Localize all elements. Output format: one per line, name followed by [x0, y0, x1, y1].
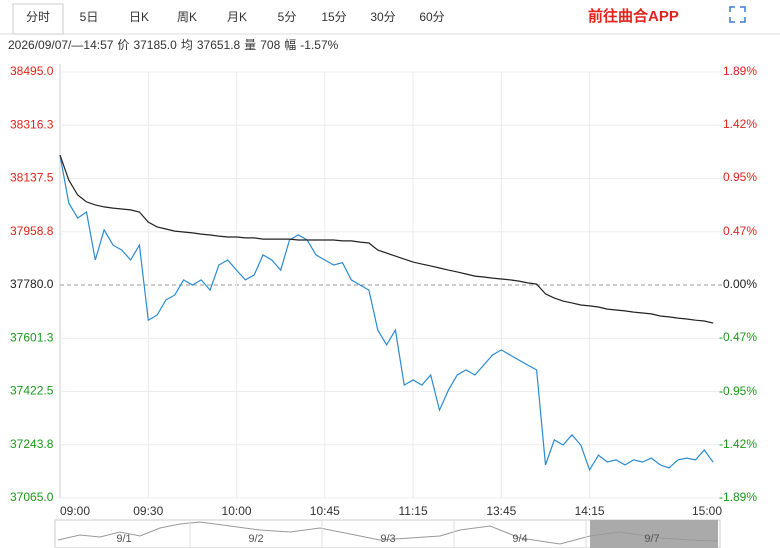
info-avg: 37651.8 [197, 38, 241, 52]
navigator-date: 9/4 [512, 533, 527, 545]
x-tick-label: 10:45 [310, 504, 340, 518]
x-tick-label: 13:45 [486, 504, 516, 518]
info-price: 37185.0 [133, 38, 177, 52]
info-avg-label: 均 [181, 38, 193, 52]
y-tick-label: 38495.0 [10, 64, 54, 78]
navigator-date: 9/2 [248, 533, 263, 545]
navigator-date: 9/7 [644, 533, 659, 545]
y-tick-label: 37422.5 [10, 384, 54, 398]
tab[interactable]: 5分 [278, 10, 297, 24]
navigator-date: 9/3 [380, 533, 395, 545]
tab[interactable]: 5日 [80, 10, 99, 24]
x-tick-label: 09:00 [60, 504, 90, 518]
info-price-label: 价 [117, 38, 129, 52]
tab[interactable]: 月K [227, 10, 247, 24]
y2-tick-label: -1.89% [719, 490, 757, 504]
y2-tick-label: 1.89% [723, 64, 757, 78]
x-tick-label: 09:30 [133, 504, 163, 518]
y-tick-label: 37601.3 [10, 330, 54, 344]
tab-selected [12, 3, 64, 35]
y2-tick-label: -0.95% [719, 384, 757, 398]
y2-tick-label: -1.42% [719, 437, 757, 451]
x-tick-label: 15:00 [692, 504, 722, 518]
info-vol-label: 量 [244, 38, 256, 52]
y-tick-label: 38316.3 [10, 117, 54, 131]
y2-tick-label: -0.47% [719, 330, 757, 344]
info-range-label: 幅 [284, 37, 296, 52]
navigator-date: 9/1 [116, 533, 131, 545]
tab[interactable]: 周K [177, 10, 197, 24]
y2-tick-label: 0.00% [723, 277, 757, 291]
tab[interactable]: 30分 [370, 10, 395, 24]
price-line [59, 154, 714, 472]
y2-tick-label: 1.42% [723, 117, 757, 131]
tab[interactable]: 60分 [419, 10, 444, 24]
x-tick-label: 11:15 [398, 504, 427, 518]
x-tick-label: 14:15 [575, 504, 605, 518]
y2-tick-label: 0.95% [723, 170, 757, 184]
app-link[interactable]: 前往曲合APP [588, 7, 679, 25]
tab[interactable]: 15分 [321, 10, 346, 24]
tab[interactable]: 分时 [26, 10, 50, 24]
tab[interactable]: 日K [129, 10, 149, 24]
x-tick-label: 10:00 [222, 504, 252, 518]
y2-tick-label: 0.47% [723, 224, 757, 238]
y-tick-label: 38137.5 [10, 171, 54, 185]
navigator-line [57, 521, 719, 545]
y-tick-label: 37243.8 [10, 437, 54, 451]
y-tick-label: 37780.0 [10, 277, 54, 291]
toolbar [0, 0, 780, 34]
info-vol: 708 [260, 38, 280, 52]
navigator-window[interactable] [590, 520, 718, 548]
y-tick-label: 37958.8 [10, 224, 54, 238]
expand-icon[interactable] [729, 6, 746, 23]
price-line [59, 154, 714, 324]
info-range: -1.57% [300, 38, 338, 52]
y-tick-label: 37065.0 [10, 490, 54, 504]
info-time: 2026/09/07/—14:57 [8, 38, 114, 52]
